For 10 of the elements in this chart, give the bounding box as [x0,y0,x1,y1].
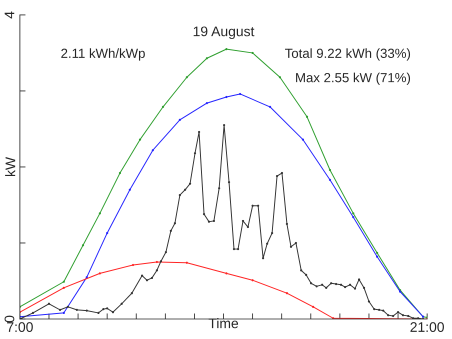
annotation: Total 9.22 kWh (33%) [285,48,410,61]
annotation: 2.11 kWh/kWp [61,48,145,61]
y-axis-title: kW [5,156,16,176]
y-tick-label: 0 [4,316,14,322]
y-tick-label: 4 [4,11,14,18]
x-axis-title: Time [208,318,238,328]
annotation: Max 2.55 kW (71%) [296,72,410,85]
x-tick-label: 7:00 [7,322,33,332]
text: 19 August [194,26,254,40]
x-tick-label: 21:00 [410,322,444,332]
